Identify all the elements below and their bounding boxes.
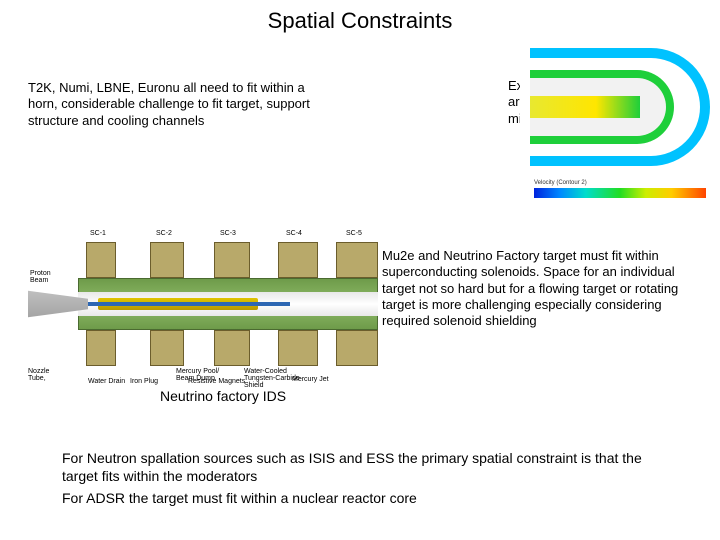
nf-label-sc5: SC-5 [346, 230, 362, 237]
neutrino-factory-caption: Neutrino factory IDS [160, 388, 286, 404]
nf-label-sc4: SC-4 [286, 230, 302, 237]
nf-label-nozzle: Nozzle Tube, [28, 368, 68, 382]
cfd-figure: Velocity (Contour 2) [520, 40, 720, 210]
nf-coil [278, 330, 318, 366]
nf-coil [214, 242, 250, 278]
cfd-legend-bar [534, 188, 706, 198]
nf-label-iron: Iron Plug [130, 378, 170, 385]
nf-label-drain: Water Drain [88, 378, 128, 385]
paragraph-horn-constraint: T2K, Numi, LBNE, Euronu all need to fit … [28, 80, 328, 129]
nf-coil [214, 330, 250, 366]
nf-mercury-jet [80, 302, 290, 306]
slide-title: Spatial Constraints [0, 8, 720, 34]
cfd-duct [530, 48, 710, 166]
nf-label-sc2: SC-2 [156, 230, 172, 237]
cfd-legend-label: Velocity (Contour 2) [534, 180, 587, 186]
nf-coil [86, 242, 116, 278]
nf-coil [150, 242, 184, 278]
nf-label-proton-beam: Proton Beam [30, 270, 70, 284]
nf-coil [150, 330, 184, 366]
cfd-core-flow [530, 96, 640, 118]
nf-coil [278, 242, 318, 278]
nf-coil [336, 330, 378, 366]
nf-coil [86, 330, 116, 366]
nf-label-hg-jet: Mercury Jet [292, 376, 352, 383]
paragraph-adsr: For ADSR the target must fit within a nu… [62, 490, 642, 508]
nf-label-resistive: Resistive Magnets [188, 378, 248, 385]
nf-coil [336, 242, 378, 278]
nf-label-sc1: SC-1 [90, 230, 106, 237]
neutrino-factory-figure: SC-1 SC-2 SC-3 SC-4 SC-5 Proton Beam Noz… [28, 220, 378, 390]
nf-label-sc3: SC-3 [220, 230, 236, 237]
paragraph-spallation: For Neutron spallation sources such as I… [62, 450, 642, 485]
paragraph-solenoid-constraint: Mu2e and Neutrino Factory target must fi… [382, 248, 702, 329]
